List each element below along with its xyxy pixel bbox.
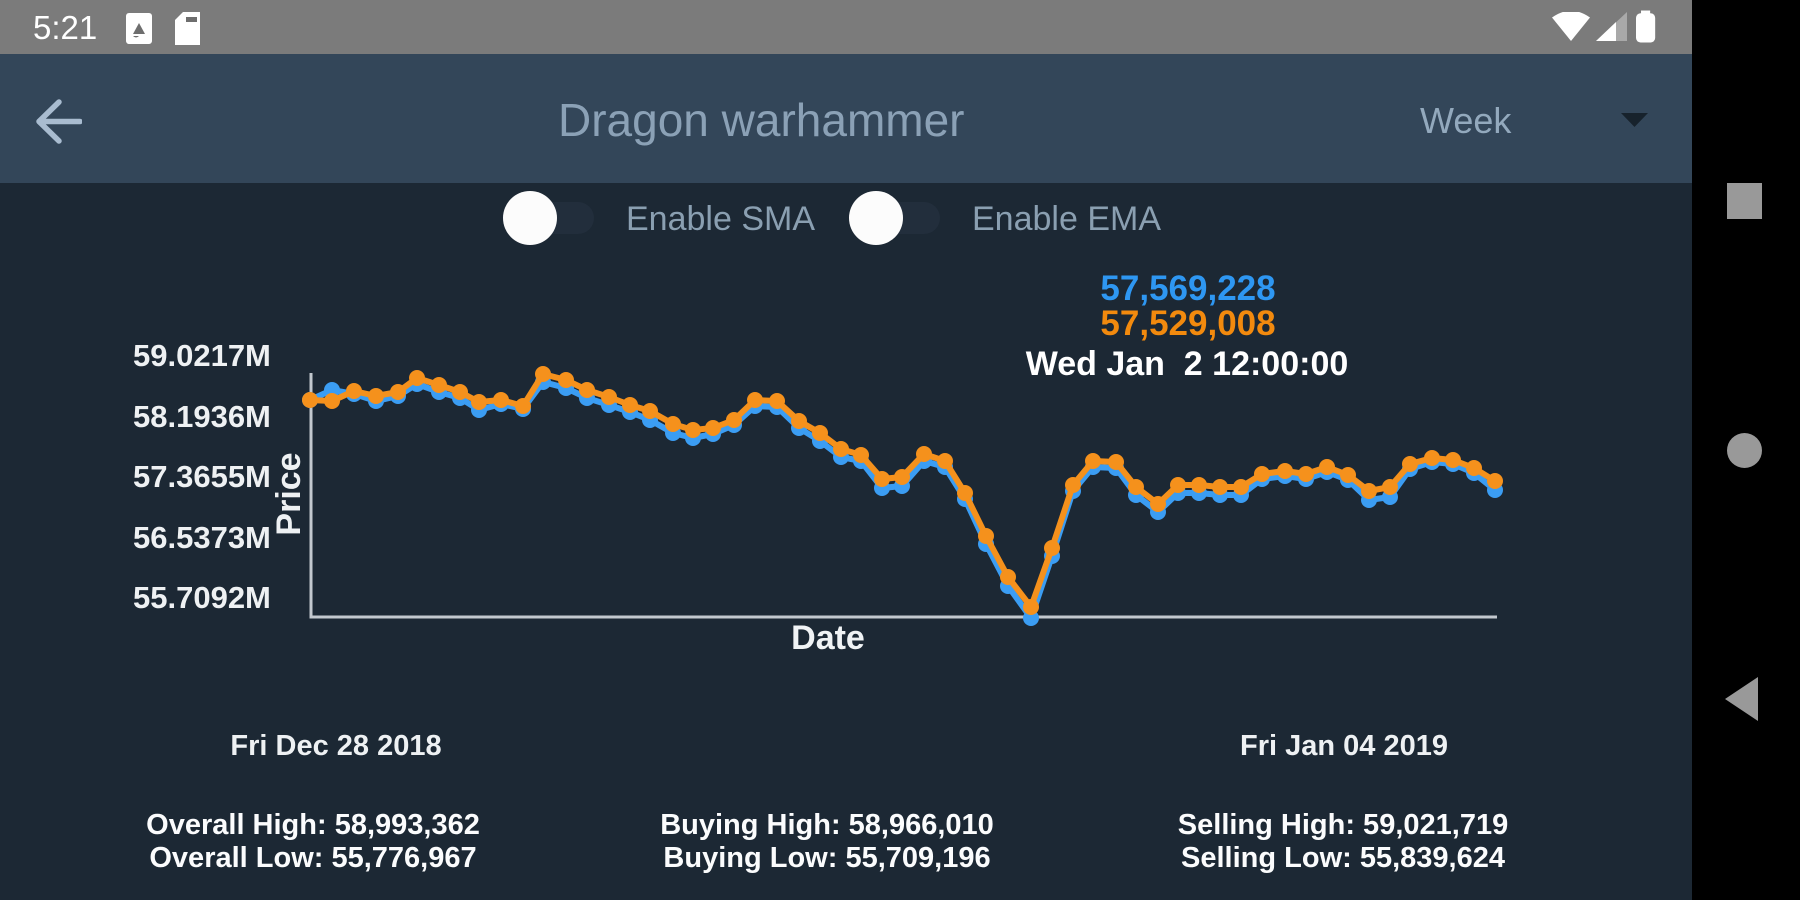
- svg-text:Price: Price: [270, 452, 308, 535]
